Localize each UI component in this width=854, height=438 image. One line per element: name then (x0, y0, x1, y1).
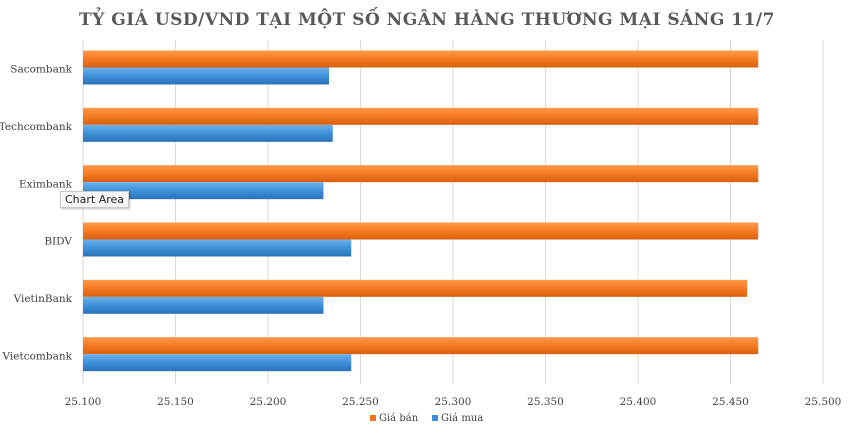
bar-gia-ban (83, 50, 759, 68)
category-label: VietinBank (13, 293, 73, 305)
x-tick-labels: 25.100 25.150 25.200 25.250 25.300 25.350 25.4… (65, 396, 842, 408)
legend-swatch (370, 415, 376, 421)
category-labels: Sacombank Techcombank Eximbank BIDV VietinBa… (0, 64, 73, 363)
bar-gia-ban (83, 222, 759, 240)
x-tick-label: 25.400 (620, 396, 657, 408)
x-tick-label: 25.150 (157, 396, 194, 408)
legend: Giá bán Giá mua (370, 413, 483, 424)
x-tick-label: 25.250 (342, 396, 379, 408)
bar-gia-ban (83, 165, 759, 183)
bar-gia-mua (83, 354, 352, 372)
bar-gia-mua (83, 124, 333, 142)
category-label: Sacombank (10, 64, 72, 76)
bar-gia-mua (83, 296, 324, 314)
x-tick-label: 25.300 (435, 396, 472, 408)
bar-gia-mua (83, 239, 352, 257)
bar-gia-ban (83, 107, 759, 125)
x-tick-label: 25.500 (805, 396, 842, 408)
x-tick-label: 25.200 (250, 396, 287, 408)
category-label: Techcombank (0, 121, 73, 133)
category-label: Vietcombank (2, 350, 73, 362)
bar-gia-ban (83, 279, 748, 297)
bar-gia-mua (83, 67, 330, 85)
chart-area-tooltip: Chart Area (60, 191, 130, 208)
bar-gia-mua (83, 182, 324, 200)
category-label: BIDV (44, 236, 72, 248)
legend-label: Giá bán (379, 413, 419, 424)
gridlines (82, 40, 824, 384)
x-tick-label: 25.450 (712, 396, 749, 408)
bar-gia-ban (83, 337, 759, 355)
bars (83, 50, 759, 372)
x-tick-label: 25.100 (65, 396, 102, 408)
x-tick-label: 25.350 (527, 396, 564, 408)
chart-title: TỶ GIÁ USD/VND TẠI MỘT SỐ NGÂN HÀNG THƯƠ… (79, 6, 775, 30)
legend-swatch (432, 415, 438, 421)
category-label: Eximbank (19, 178, 73, 190)
legend-label: Giá mua (441, 413, 483, 424)
